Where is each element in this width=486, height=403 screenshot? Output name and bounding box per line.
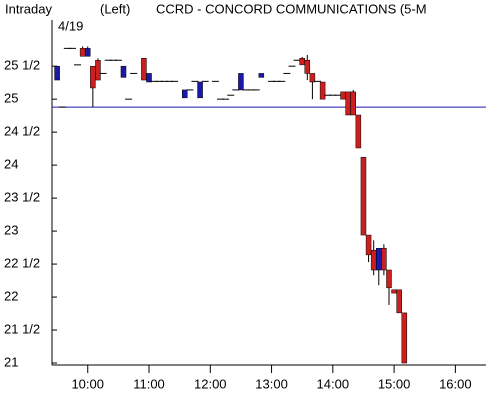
candle-body (386, 269, 392, 289)
candle-body (319, 81, 326, 100)
x-tick-label: 16:00 (439, 376, 472, 391)
x-tick-label: 13:00 (255, 376, 288, 391)
candle-body (396, 289, 402, 314)
candle-body (197, 81, 203, 99)
x-tick-label: 11:00 (133, 376, 165, 391)
candle-body (350, 91, 356, 116)
x-tick-label: 12:00 (194, 376, 227, 391)
y-tick-label: 24 1/2 (4, 124, 40, 139)
candle-body (120, 65, 127, 78)
mode-label: Intraday (5, 1, 52, 16)
candle-body (79, 48, 86, 57)
y-tick-label: 22 1/2 (4, 256, 40, 271)
candle-body (360, 156, 367, 236)
axis-side: (Left) (100, 1, 130, 16)
candle-body (376, 247, 382, 271)
y-tick-label: 25 1/2 (4, 58, 40, 73)
candle-body (345, 91, 351, 116)
candle-body (146, 73, 152, 83)
candle-body (90, 65, 96, 89)
candle-body (84, 48, 91, 57)
y-tick-label: 23 1/2 (4, 190, 40, 205)
candle-body (340, 91, 346, 100)
candle-body (401, 312, 408, 364)
date-label: 4/19 (58, 18, 83, 33)
y-tick-label: 21 1/2 (4, 321, 40, 336)
y-tick-label: 22 (4, 288, 18, 303)
x-tick-label: 14:00 (317, 376, 350, 391)
x-tick-label: 15:00 (378, 376, 411, 391)
y-tick-label: 23 (4, 223, 18, 238)
chart-title: CCRD - CONCORD COMMUNICATIONS (5-M (156, 1, 427, 16)
candle-body (238, 73, 244, 91)
candle-body (355, 114, 362, 149)
candle-body (381, 247, 387, 271)
candle-body (304, 59, 311, 74)
y-tick-label: 25 (4, 91, 18, 106)
candle-body (95, 59, 101, 81)
candle-body (141, 58, 147, 81)
candle-body (258, 73, 265, 78)
y-tick-label: 21 (4, 354, 18, 369)
candle-body (391, 289, 397, 294)
candle-body (182, 89, 188, 99)
candle-body (299, 58, 305, 66)
candle-body (309, 73, 316, 83)
candle-body (54, 65, 60, 81)
candle-body (370, 249, 377, 271)
y-tick-label: 24 (4, 157, 18, 172)
x-tick-label: 10:00 (71, 376, 104, 391)
candle-body (365, 234, 372, 256)
